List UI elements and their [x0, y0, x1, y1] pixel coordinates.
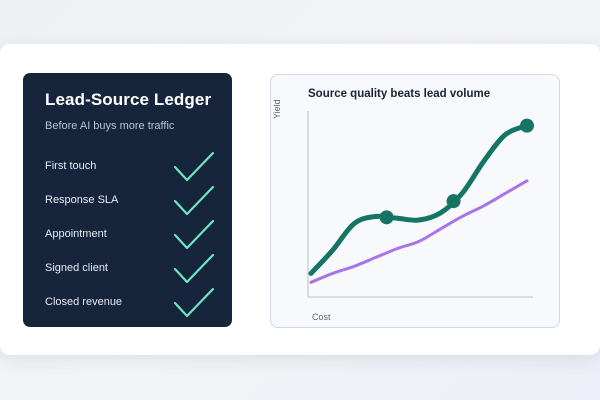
series-line-primary: [308, 123, 530, 276]
ledger-card: Lead-Source Ledger Before AI buys more t…: [0, 44, 600, 355]
ledger-item-signed-client: Signed client: [23, 252, 232, 286]
chart-title: Source quality beats lead volume: [308, 88, 490, 100]
ledger-item-label: Signed client: [45, 262, 108, 274]
ledger-checklist: First touch Response SLA Appointment Sig…: [23, 150, 232, 320]
check-icon: [173, 219, 215, 250]
ledger-item-response-sla: Response SLA: [23, 184, 232, 218]
ledger-item-label: Appointment: [45, 228, 107, 240]
x-axis-label: Cost: [312, 312, 331, 322]
data-point-marker-2: [446, 194, 461, 209]
check-icon: [173, 151, 215, 182]
data-point-marker-3: [520, 118, 534, 133]
y-axis-label: Yield: [272, 99, 282, 119]
chart-panel: Source quality beats lead volume Yield C…: [270, 74, 560, 328]
series-layer: [308, 118, 534, 284]
ledger-item-label: Closed revenue: [45, 296, 123, 308]
lead-source-ledger-panel: Lead-Source Ledger Before AI buys more t…: [23, 73, 232, 327]
line-chart: Source quality beats lead volume Yield C…: [272, 88, 534, 322]
ledger-item-label: Response SLA: [45, 194, 119, 206]
check-icon: [173, 185, 215, 216]
ledger-subtitle: Before AI buys more traffic: [45, 120, 175, 132]
ledger-title: Lead-Source Ledger: [45, 90, 212, 109]
data-point-marker-1: [379, 210, 394, 225]
check-icon: [173, 253, 215, 284]
series-line-secondary: [309, 179, 529, 284]
ledger-item-label: First touch: [45, 160, 97, 172]
check-icon: [173, 287, 215, 318]
ledger-item-closed-revenue: Closed revenue: [23, 286, 232, 320]
ledger-item-appointment: Appointment: [23, 218, 232, 252]
ledger-item-first-touch: First touch: [23, 150, 232, 184]
